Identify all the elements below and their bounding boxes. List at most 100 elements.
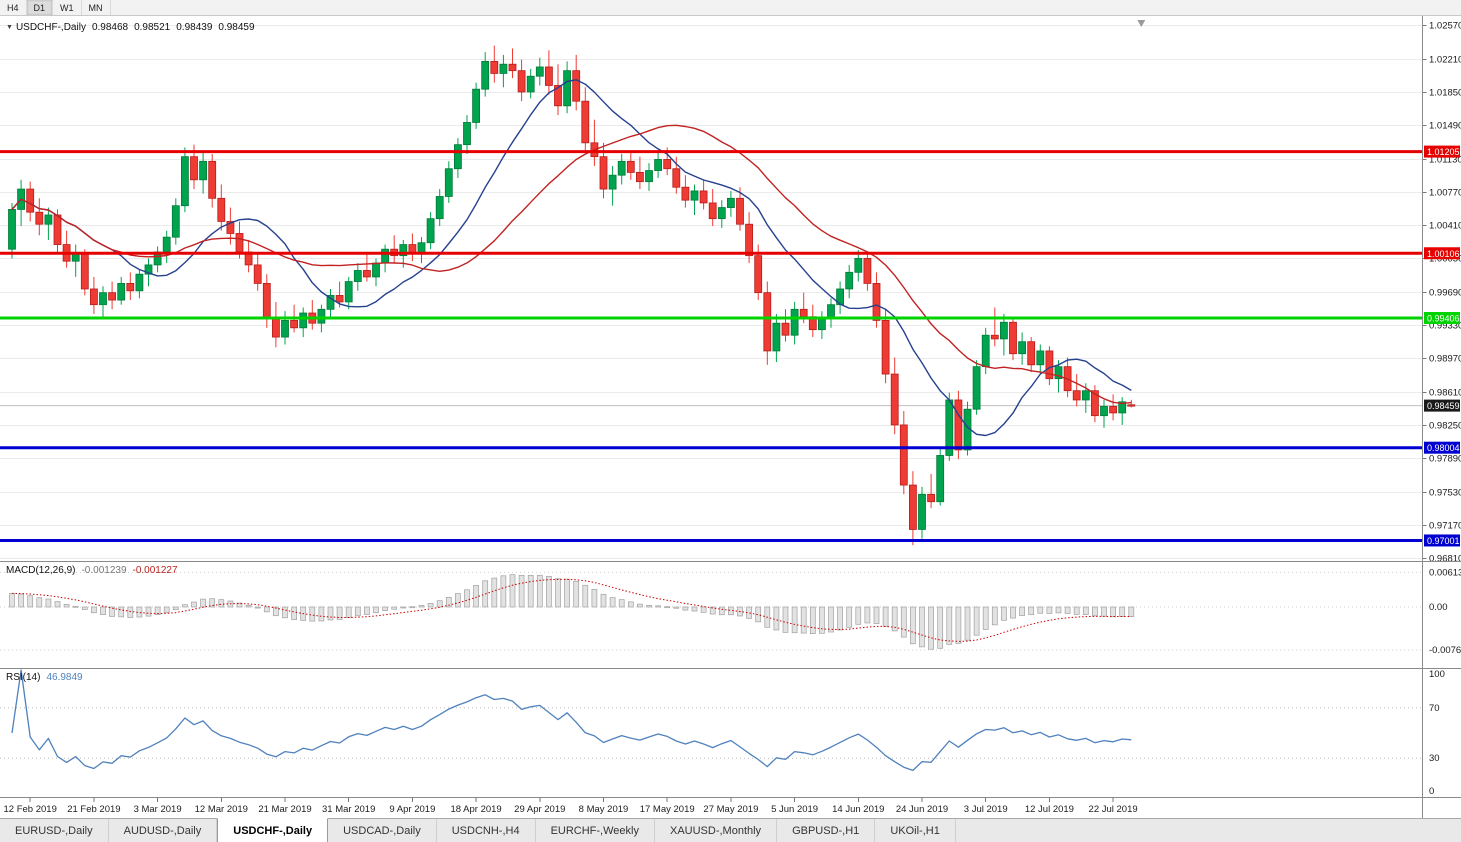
macd-bar <box>36 597 43 608</box>
macd-bar <box>191 601 197 608</box>
macd-bar <box>946 606 953 645</box>
candle-body <box>190 156 198 181</box>
price-chart-canvas[interactable]: 1.02570 1.02210 1.01850 1.01490 1.01130 1.007… <box>0 16 1461 818</box>
macd-bar <box>282 606 288 619</box>
price-axis-label: 0.98970 <box>1429 354 1461 365</box>
macd-bar <box>600 593 607 608</box>
candle-body <box>1109 406 1117 414</box>
chart-tab-eurusd-daily[interactable]: EURUSD-,Daily <box>0 819 109 842</box>
macd-bar <box>245 604 252 608</box>
macd-bar <box>127 606 134 618</box>
macd-bar <box>373 606 379 614</box>
chart-tab-eurchf-weekly[interactable]: EURCHF-,Weekly <box>536 819 655 842</box>
chart-window: 1.02570 1.02210 1.01850 1.01490 1.01130 1.007… <box>0 16 1461 818</box>
candle-body <box>453 144 462 170</box>
macd-bar <box>345 606 352 619</box>
macd-axis-label: 0.00613 <box>1429 567 1461 578</box>
price-axis-label: 1.00410 <box>1429 221 1461 232</box>
level-badge <box>1424 534 1460 547</box>
date-label: 21 Feb 2019 <box>67 804 120 815</box>
candle-body <box>781 322 790 336</box>
macd-bar <box>309 606 316 622</box>
macd-bar <box>273 606 279 617</box>
macd-bar <box>236 602 243 608</box>
price-axis-label: 1.02210 <box>1429 55 1461 66</box>
candle-body <box>162 236 171 253</box>
macd-bar <box>882 606 889 627</box>
chart-tab-xauusd-monthly[interactable]: XAUUSD-,Monthly <box>655 819 778 842</box>
candle-body <box>399 244 408 257</box>
candle-body <box>736 197 744 225</box>
candle-body <box>608 174 617 190</box>
chart-tab-usdchf-daily[interactable]: USDCHF-,Daily <box>217 818 329 842</box>
candle-body <box>936 455 945 503</box>
candle-body <box>126 283 135 292</box>
rsi-axis-label: 30 <box>1429 753 1440 764</box>
macd-bar <box>27 595 34 608</box>
date-label: 17 May 2019 <box>640 804 695 815</box>
candle-body <box>217 197 226 222</box>
chart-tab-usdcad-daily[interactable]: USDCAD-,Daily <box>328 819 437 842</box>
chart-tab-audusd-daily[interactable]: AUDUSD-,Daily <box>109 819 218 842</box>
macd-bar <box>591 588 598 608</box>
candle-body <box>708 202 717 220</box>
macd-bar <box>391 606 398 610</box>
candle-body <box>954 399 963 451</box>
rsi-axis-label: 100 <box>1429 669 1445 680</box>
candle-body <box>426 218 435 244</box>
macd-bar <box>91 606 97 614</box>
macd-bar <box>955 606 962 644</box>
candle-body <box>990 334 999 340</box>
level-badge-label: 0.99406 <box>1427 314 1460 324</box>
macd-bar <box>464 589 470 608</box>
macd-bar <box>1082 606 1089 615</box>
macd-bar <box>9 593 15 608</box>
macd-axis-label: 0.00 <box>1429 602 1448 613</box>
macd-bar <box>800 606 807 634</box>
chart-tab-usdcnh-h4[interactable]: USDCNH-,H4 <box>437 819 536 842</box>
timeframe-button-d1[interactable]: D1 <box>26 0 54 15</box>
macd-bar <box>100 606 106 616</box>
macd-bar <box>646 605 652 608</box>
candle-body <box>872 283 881 321</box>
candle-body <box>35 211 44 225</box>
candle-body <box>353 270 362 282</box>
candle-body <box>362 270 371 278</box>
macd-bar <box>182 604 188 608</box>
macd-bar <box>618 599 625 608</box>
chart-tab-bar: EURUSD-,Daily AUDUSD-,Daily USDCHF-,Daily U… <box>0 818 1461 842</box>
candle-body <box>344 281 353 303</box>
candle-body <box>745 223 753 257</box>
ohlc-close: 0.98459 <box>218 22 255 33</box>
date-label: 31 Mar 2019 <box>322 804 375 815</box>
candle-body <box>71 253 80 262</box>
candle-body <box>180 156 189 207</box>
chart-tab-gbpusd-h1[interactable]: GBPUSD-,H1 <box>777 819 876 842</box>
timeframe-button-mn[interactable]: MN <box>82 0 111 15</box>
candle-body <box>981 334 990 368</box>
candle-body <box>1000 321 1008 340</box>
candle-body <box>517 70 526 93</box>
price-axis-label: 0.96810 <box>1429 554 1461 565</box>
candle-body <box>171 205 180 238</box>
timeframe-button-w1[interactable]: W1 <box>53 0 82 15</box>
macd-bar <box>1073 606 1080 615</box>
rsi-value: 46.9849 <box>46 672 83 683</box>
timeframe-button-h4[interactable]: H4 <box>0 0 27 15</box>
candle-body <box>1036 350 1045 366</box>
current-price-badge-label: 0.98459 <box>1427 401 1460 411</box>
candle-body <box>599 156 608 190</box>
macd-bar <box>855 606 862 625</box>
macd-bar <box>700 606 707 613</box>
candle-body <box>863 258 872 284</box>
candle-body <box>1100 406 1108 417</box>
candle-body <box>80 253 89 290</box>
price-axis-label: 0.97170 <box>1429 521 1461 532</box>
chart-tab-ukoil-h1[interactable]: UKOil-,H1 <box>875 819 956 842</box>
symbol-dropdown-icon[interactable]: ▼ <box>6 24 13 31</box>
rsi-axis-label: 70 <box>1429 703 1440 714</box>
macd-bar <box>254 606 261 609</box>
macd-bar <box>354 606 361 617</box>
candle-body <box>499 63 508 74</box>
candle-body <box>845 271 854 290</box>
